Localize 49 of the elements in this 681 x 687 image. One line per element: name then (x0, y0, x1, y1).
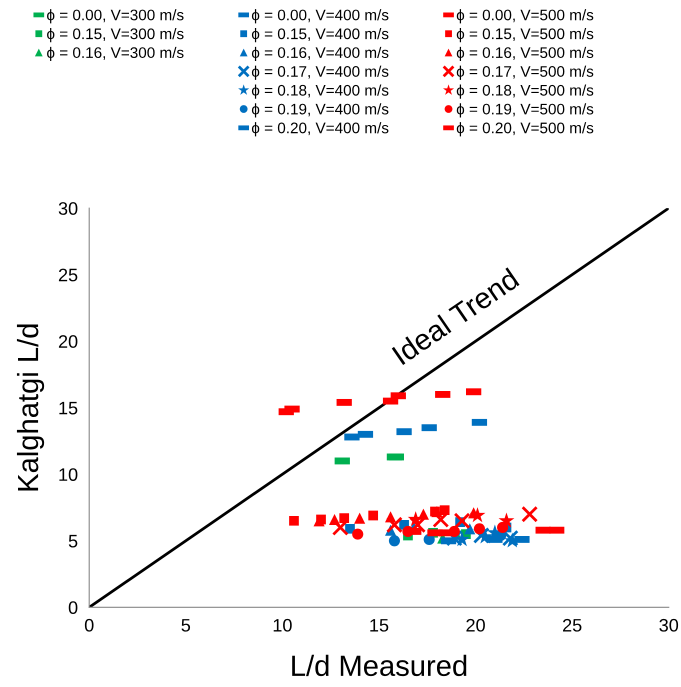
legend-label: ϕ = 0.15, V=500 m/s (456, 28, 594, 42)
legend-label: ϕ = 0.17, V=500 m/s (456, 66, 594, 80)
legend-label: ϕ = 0.20, V=500 m/s (456, 122, 594, 136)
point (289, 516, 299, 526)
legend-label: ϕ = 0.00, V=400 m/s (252, 9, 388, 24)
point (497, 522, 508, 534)
point (446, 530, 463, 546)
legend-label: ϕ = 0.00, V=500 m/s (456, 9, 594, 24)
point (454, 512, 470, 530)
x-tick-label: 0 (84, 618, 94, 632)
point (368, 510, 378, 520)
point (464, 523, 476, 534)
y-tick-label: 15 (59, 402, 78, 414)
point (473, 527, 490, 544)
point (409, 516, 426, 534)
legend-label: ϕ = 0.15, V=400 m/s (252, 28, 388, 42)
point (386, 516, 403, 534)
point (388, 535, 400, 546)
legend-label: ϕ = 0.19, V=400 m/s (252, 103, 388, 118)
y-tick-label: 25 (58, 268, 78, 282)
point (521, 506, 538, 523)
x-tick-label: 20 (466, 618, 485, 632)
legend-label: ϕ = 0.15, V=300 m/s (47, 28, 184, 42)
legend-label: ϕ = 0.20, V=400 m/s (252, 122, 388, 136)
legend-label: ϕ = 0.18, V=500 m/s (456, 84, 594, 99)
y-axis-title: Kalghatgi L/d (16, 324, 44, 490)
x-tick-label: 5 (182, 619, 190, 632)
legend-label: ϕ = 0.19, V=500 m/s (456, 103, 594, 118)
legend-label: ϕ = 0.17, V=400 m/s (252, 66, 388, 80)
point (470, 507, 486, 522)
point (474, 523, 485, 534)
y-tick-label: 10 (59, 468, 78, 481)
legend-label: ϕ = 0.16, V=300 m/s (47, 46, 184, 62)
point (352, 528, 364, 540)
x-tick-label: 25 (563, 618, 582, 632)
y-tick-label: 5 (68, 534, 78, 548)
x-tick-label: 10 (274, 618, 292, 632)
point (454, 531, 470, 546)
y-tick-label: 20 (58, 335, 78, 348)
y-tick-label: 30 (58, 202, 78, 215)
point (354, 512, 366, 524)
x-axis-title: L/d Measured (292, 654, 466, 676)
legend-label: ϕ = 0.18, V=400 m/s (252, 84, 388, 99)
legend-label: ϕ = 0.00, V=300 m/s (47, 9, 184, 24)
x-tick-label: 15 (370, 619, 388, 632)
x-tick-label: 30 (659, 618, 678, 632)
legend-label: ϕ = 0.16, V=500 m/s (456, 46, 594, 62)
legend-label: ϕ = 0.16, V=400 m/s (252, 46, 388, 62)
y-tick-label: 0 (68, 601, 78, 614)
